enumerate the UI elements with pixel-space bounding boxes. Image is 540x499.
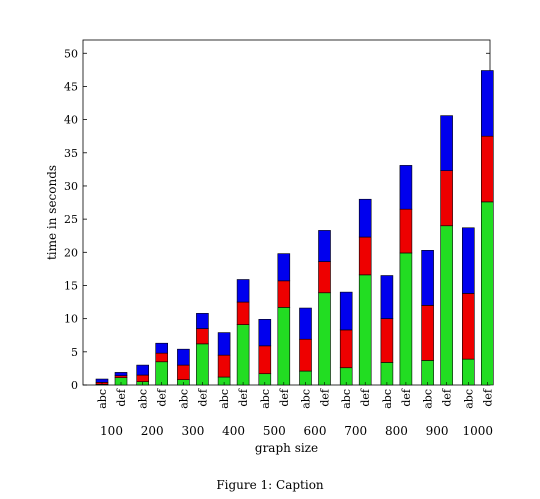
bar-segment-1000-abc-2 [461, 227, 475, 294]
x-subtick-label-300-def: def [196, 388, 209, 407]
y-tick-label: 40 [64, 114, 78, 127]
bar-segment-100-def-2 [114, 372, 128, 377]
bar-segment-800-abc-0 [380, 362, 394, 386]
bar-segment-900-abc-1 [421, 305, 434, 361]
bar-segment-300-def-2 [196, 313, 209, 329]
x-subtick-label-500-abc: abc [259, 389, 272, 409]
bar-segment-700-def-0 [358, 274, 372, 386]
bar-segment-500-def-1 [277, 280, 291, 308]
figure-caption: Figure 1: Caption [216, 478, 324, 492]
bar-segment-1000-def-0 [480, 201, 494, 386]
bar-segment-500-def-2 [277, 253, 291, 282]
y-tick-label: 30 [64, 180, 78, 193]
bar-segment-900-def-1 [440, 170, 453, 227]
bar-segment-100-abc-2 [95, 378, 109, 383]
x-subtick-label-400-abc: abc [218, 389, 231, 409]
bar-segment-400-def-2 [236, 279, 250, 303]
bar-segment-900-def-2 [440, 115, 453, 172]
bar-segment-300-abc-2 [177, 348, 190, 366]
x-subtick-label-200-abc: abc [137, 389, 150, 409]
bar-segment-500-abc-1 [258, 345, 272, 375]
bar-segment-800-def-2 [399, 165, 413, 210]
y-tick-label: 35 [64, 147, 78, 160]
x-group-label-700: 700 [344, 424, 367, 438]
x-subtick-label-900-abc: abc [422, 389, 435, 409]
bar-segment-600-def-1 [318, 261, 331, 294]
bar-segment-1000-def-1 [480, 135, 494, 203]
bar-segment-1000-abc-0 [461, 358, 475, 386]
bar-segment-200-abc-1 [136, 374, 149, 382]
y-tick-label: 5 [71, 346, 78, 359]
bar-segment-200-abc-2 [136, 364, 149, 376]
x-group-label-1000: 1000 [463, 424, 494, 438]
x-axis-label: graph size [255, 441, 318, 455]
x-subtick-label-900-def: def [441, 388, 454, 407]
bar-segment-400-def-0 [236, 324, 250, 386]
bar-segment-600-abc-2 [299, 307, 312, 340]
x-subtick-label-1000-def: def [481, 388, 494, 407]
x-subtick-label-600-def: def [319, 388, 332, 407]
bar-segment-600-abc-1 [299, 338, 312, 372]
bar-segment-400-abc-1 [217, 354, 231, 378]
x-subtick-label-200-def: def [156, 388, 169, 407]
x-subtick-label-800-abc: abc [381, 389, 394, 409]
bar-segment-800-def-0 [399, 252, 413, 386]
bar-segment-500-def-0 [277, 307, 291, 386]
bar-segment-400-abc-2 [217, 332, 231, 356]
x-group-label-300: 300 [181, 424, 204, 438]
y-tick-label: 15 [64, 279, 78, 292]
bar-segment-900-abc-0 [421, 360, 434, 386]
bar-segment-200-def-2 [155, 342, 168, 354]
bar-segment-300-def-1 [196, 328, 209, 345]
bar-segment-200-def-0 [155, 361, 168, 386]
bar-segment-700-abc-2 [339, 291, 353, 331]
y-tick-label: 0 [71, 379, 78, 392]
bar-segment-500-abc-2 [258, 319, 272, 347]
x-subtick-label-400-def: def [237, 388, 250, 407]
bar-segment-900-def-0 [440, 225, 453, 386]
x-group-label-100: 100 [100, 424, 123, 438]
y-tick-label: 25 [64, 213, 78, 226]
bar-segment-1000-abc-1 [461, 293, 475, 360]
x-subtick-label-800-def: def [400, 388, 413, 407]
bar-segment-700-abc-1 [339, 329, 353, 369]
bar-segment-600-def-2 [318, 230, 331, 262]
x-subtick-label-500-def: def [278, 388, 291, 407]
bar-segment-400-def-1 [236, 301, 250, 325]
y-tick-label: 20 [64, 246, 78, 259]
bar-segment-800-abc-1 [380, 318, 394, 363]
bar-segment-600-def-0 [318, 292, 331, 386]
y-axis-label: time in seconds [45, 165, 59, 260]
x-subtick-label-1000-abc: abc [462, 389, 475, 409]
bar-segment-200-def-1 [155, 352, 168, 363]
x-subtick-label-700-def: def [359, 388, 372, 407]
x-subtick-label-600-abc: abc [300, 389, 313, 409]
x-group-label-800: 800 [385, 424, 408, 438]
x-group-label-900: 900 [426, 424, 449, 438]
bar-segment-800-def-1 [399, 208, 413, 254]
x-subtick-label-300-abc: abc [177, 389, 190, 409]
bar-segment-800-abc-2 [380, 275, 394, 319]
bar-segment-1000-def-2 [480, 70, 494, 137]
x-group-label-200: 200 [141, 424, 164, 438]
y-tick-label: 10 [64, 313, 78, 326]
y-tick-label: 50 [64, 47, 78, 60]
x-group-label-400: 400 [222, 424, 245, 438]
x-group-label-600: 600 [304, 424, 327, 438]
x-subtick-label-700-abc: abc [340, 389, 353, 409]
bar-segment-300-def-0 [196, 343, 209, 386]
x-subtick-label-100-abc: abc [96, 389, 109, 409]
bar-segment-700-def-1 [358, 236, 372, 276]
bar-segment-900-abc-2 [421, 250, 434, 306]
bar-segment-300-abc-1 [177, 364, 190, 380]
x-subtick-label-100-def: def [115, 388, 128, 407]
y-tick-label: 45 [64, 80, 78, 93]
x-group-label-500: 500 [263, 424, 286, 438]
bar-segment-700-def-2 [358, 198, 372, 238]
